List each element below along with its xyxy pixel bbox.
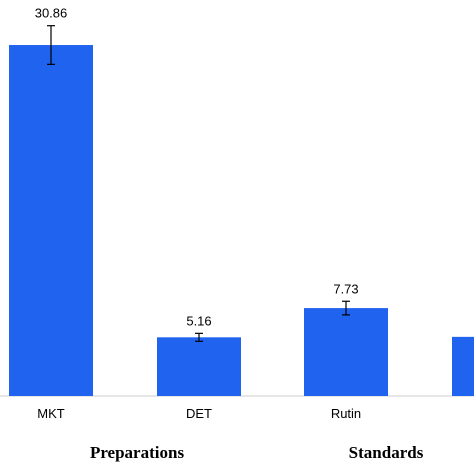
bar-rutin [304,308,388,396]
bar-mkt [9,45,93,396]
x-tick-label: MKT [37,406,65,421]
group-label: Preparations [90,443,185,462]
data-label: 7.73 [333,281,358,296]
data-label: 5.16 [186,313,211,328]
error-bar [195,332,203,342]
bar-series-4 [452,336,474,396]
error-bar [342,300,350,316]
group-label: Standards [349,443,424,462]
error-bar [47,25,55,65]
x-tick-label: Rutin [331,406,361,421]
bar-det [157,337,241,396]
x-tick-label: DET [186,406,212,421]
data-label: 30.86 [35,6,68,21]
